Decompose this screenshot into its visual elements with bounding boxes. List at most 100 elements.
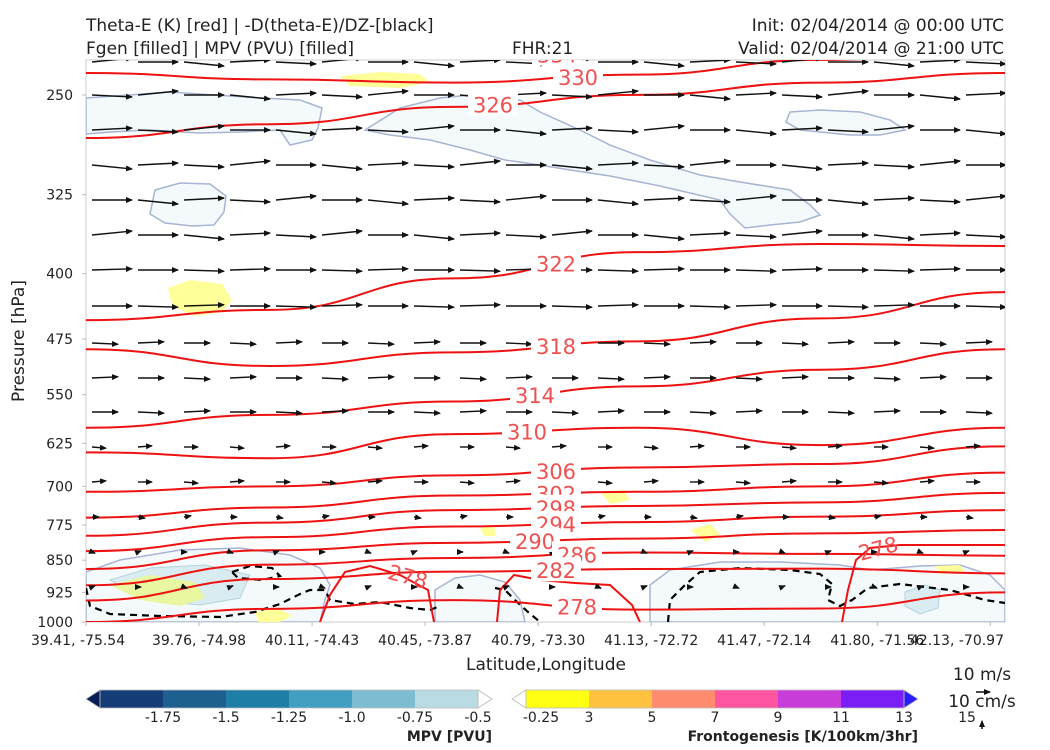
wind-vector	[367, 199, 409, 207]
wind-vector	[275, 193, 317, 201]
theta-e-label-318: 318	[536, 335, 576, 359]
x-tick-label: 42.13, -70.97	[910, 633, 1004, 649]
wind-vector	[367, 265, 409, 272]
wind-vector	[965, 60, 1005, 67]
mpv-region-mid-left	[149, 182, 227, 227]
wind-vector	[873, 234, 915, 242]
wind-vector	[873, 195, 915, 202]
wind-vector	[689, 514, 698, 521]
wind-vector	[134, 550, 142, 556]
wind-vector	[643, 374, 671, 381]
wind-vector	[229, 198, 271, 205]
wind-vector	[735, 129, 777, 137]
wind-vector	[183, 513, 192, 520]
x-tick-label: 41.80, -71.56	[830, 633, 924, 649]
wind-vector	[965, 129, 1005, 137]
wind-vector	[367, 160, 409, 167]
colorbar-outline	[525, 689, 905, 709]
wind-vector	[367, 88, 409, 96]
wind-vector	[597, 199, 639, 207]
theta-e-label-334: 334	[537, 44, 577, 68]
wind-vector	[827, 304, 869, 311]
y-tick-label: 775	[46, 518, 73, 534]
title-left-line1: Theta-E (K) [red] | -D(theta-E)/DZ-[blac…	[85, 16, 434, 36]
y-tick-label: 475	[46, 332, 73, 348]
wind-vector	[505, 340, 533, 347]
theta-e-contour-326	[86, 72, 1005, 140]
theta-e-label-bg	[531, 457, 581, 482]
wind-vector	[88, 548, 96, 554]
wind-vector	[321, 228, 363, 236]
wind-vector	[321, 125, 363, 132]
wind-vector	[410, 550, 418, 556]
wind-vector	[459, 60, 501, 64]
wind-vector	[689, 443, 705, 450]
colorbar-tick-label: 13	[895, 710, 913, 726]
wind-vector	[502, 548, 510, 554]
wind-vector	[965, 193, 1005, 201]
wind-vector	[689, 409, 717, 416]
wind-vector	[735, 375, 763, 382]
wind-vector	[459, 198, 501, 205]
wind-vector	[597, 408, 625, 415]
wind-vector	[643, 478, 659, 485]
wind-vector	[551, 228, 593, 236]
x-axis-label: Latitude,Longitude	[466, 655, 626, 675]
wind-vector	[91, 164, 133, 172]
wind-vector	[229, 265, 271, 272]
wind-vector	[321, 479, 337, 486]
theta-e-contour-286	[86, 551, 1005, 587]
theta-e-contour-278-surface-3	[841, 544, 1005, 622]
theta-e-label-282: 282	[536, 559, 576, 583]
theta-e-label-bg	[531, 333, 581, 358]
y-tick-label: 550	[46, 388, 73, 404]
x-tick-label: 39.76, -74.98	[152, 633, 246, 649]
x-tick-label: 40.11, -74.43	[265, 633, 359, 649]
wind-vector	[137, 304, 179, 311]
y-tick-label: 400	[46, 267, 73, 283]
wind-vector	[643, 444, 659, 451]
wind-vector	[91, 265, 133, 272]
wind-vector	[689, 339, 717, 346]
theta-e-label-bg	[553, 64, 603, 89]
wind-vector	[735, 60, 777, 67]
wind-vector	[226, 548, 234, 554]
fgen-region-top	[340, 72, 430, 88]
theta-e-label-bg	[510, 527, 560, 552]
wind-vector	[732, 583, 740, 589]
plot-content: 338 3343303263223183143103063022982942902…	[86, 44, 1005, 622]
wind-vector	[597, 375, 625, 382]
wind-vector	[183, 375, 211, 382]
wind-vector	[91, 444, 107, 451]
colorbar-outline	[99, 689, 479, 709]
wind-vector	[413, 163, 455, 170]
wind-vector	[367, 478, 383, 485]
wind-vector	[916, 585, 924, 591]
wind-vector	[413, 339, 441, 346]
wind-vector	[827, 409, 855, 416]
wind-vector	[321, 60, 363, 63]
wind-vector	[735, 193, 777, 201]
wind-vector	[597, 268, 639, 275]
wind-vector	[735, 301, 777, 308]
title-left-line2: Fgen [filled] | MPV (PVU) [filled]	[86, 39, 354, 59]
wind-vector	[735, 479, 751, 486]
wind-vector	[321, 93, 363, 100]
wind-vector	[321, 268, 363, 275]
wind-vector	[689, 94, 731, 102]
wind-vector	[229, 230, 271, 237]
wind-vector	[873, 375, 901, 382]
wind-vector	[640, 548, 648, 554]
wind-vector	[919, 374, 947, 381]
colorbar-tick-label: -1.75	[145, 710, 181, 726]
wind-vector	[965, 339, 993, 346]
frontogenesis-filled-contours	[110, 72, 965, 622]
wind-vector	[781, 164, 823, 172]
theta-e-label-314: 314	[515, 384, 555, 408]
colorbar-tick-label: 3	[585, 710, 594, 726]
fgen-region-bottom-small-3	[600, 490, 630, 504]
colorbar-segment	[652, 690, 715, 708]
x-tick-label: 40.79, -73.30	[491, 633, 585, 649]
x-tick-label: 41.47, -72.14	[717, 633, 811, 649]
colorbar-tick-label: -1.5	[212, 710, 239, 726]
